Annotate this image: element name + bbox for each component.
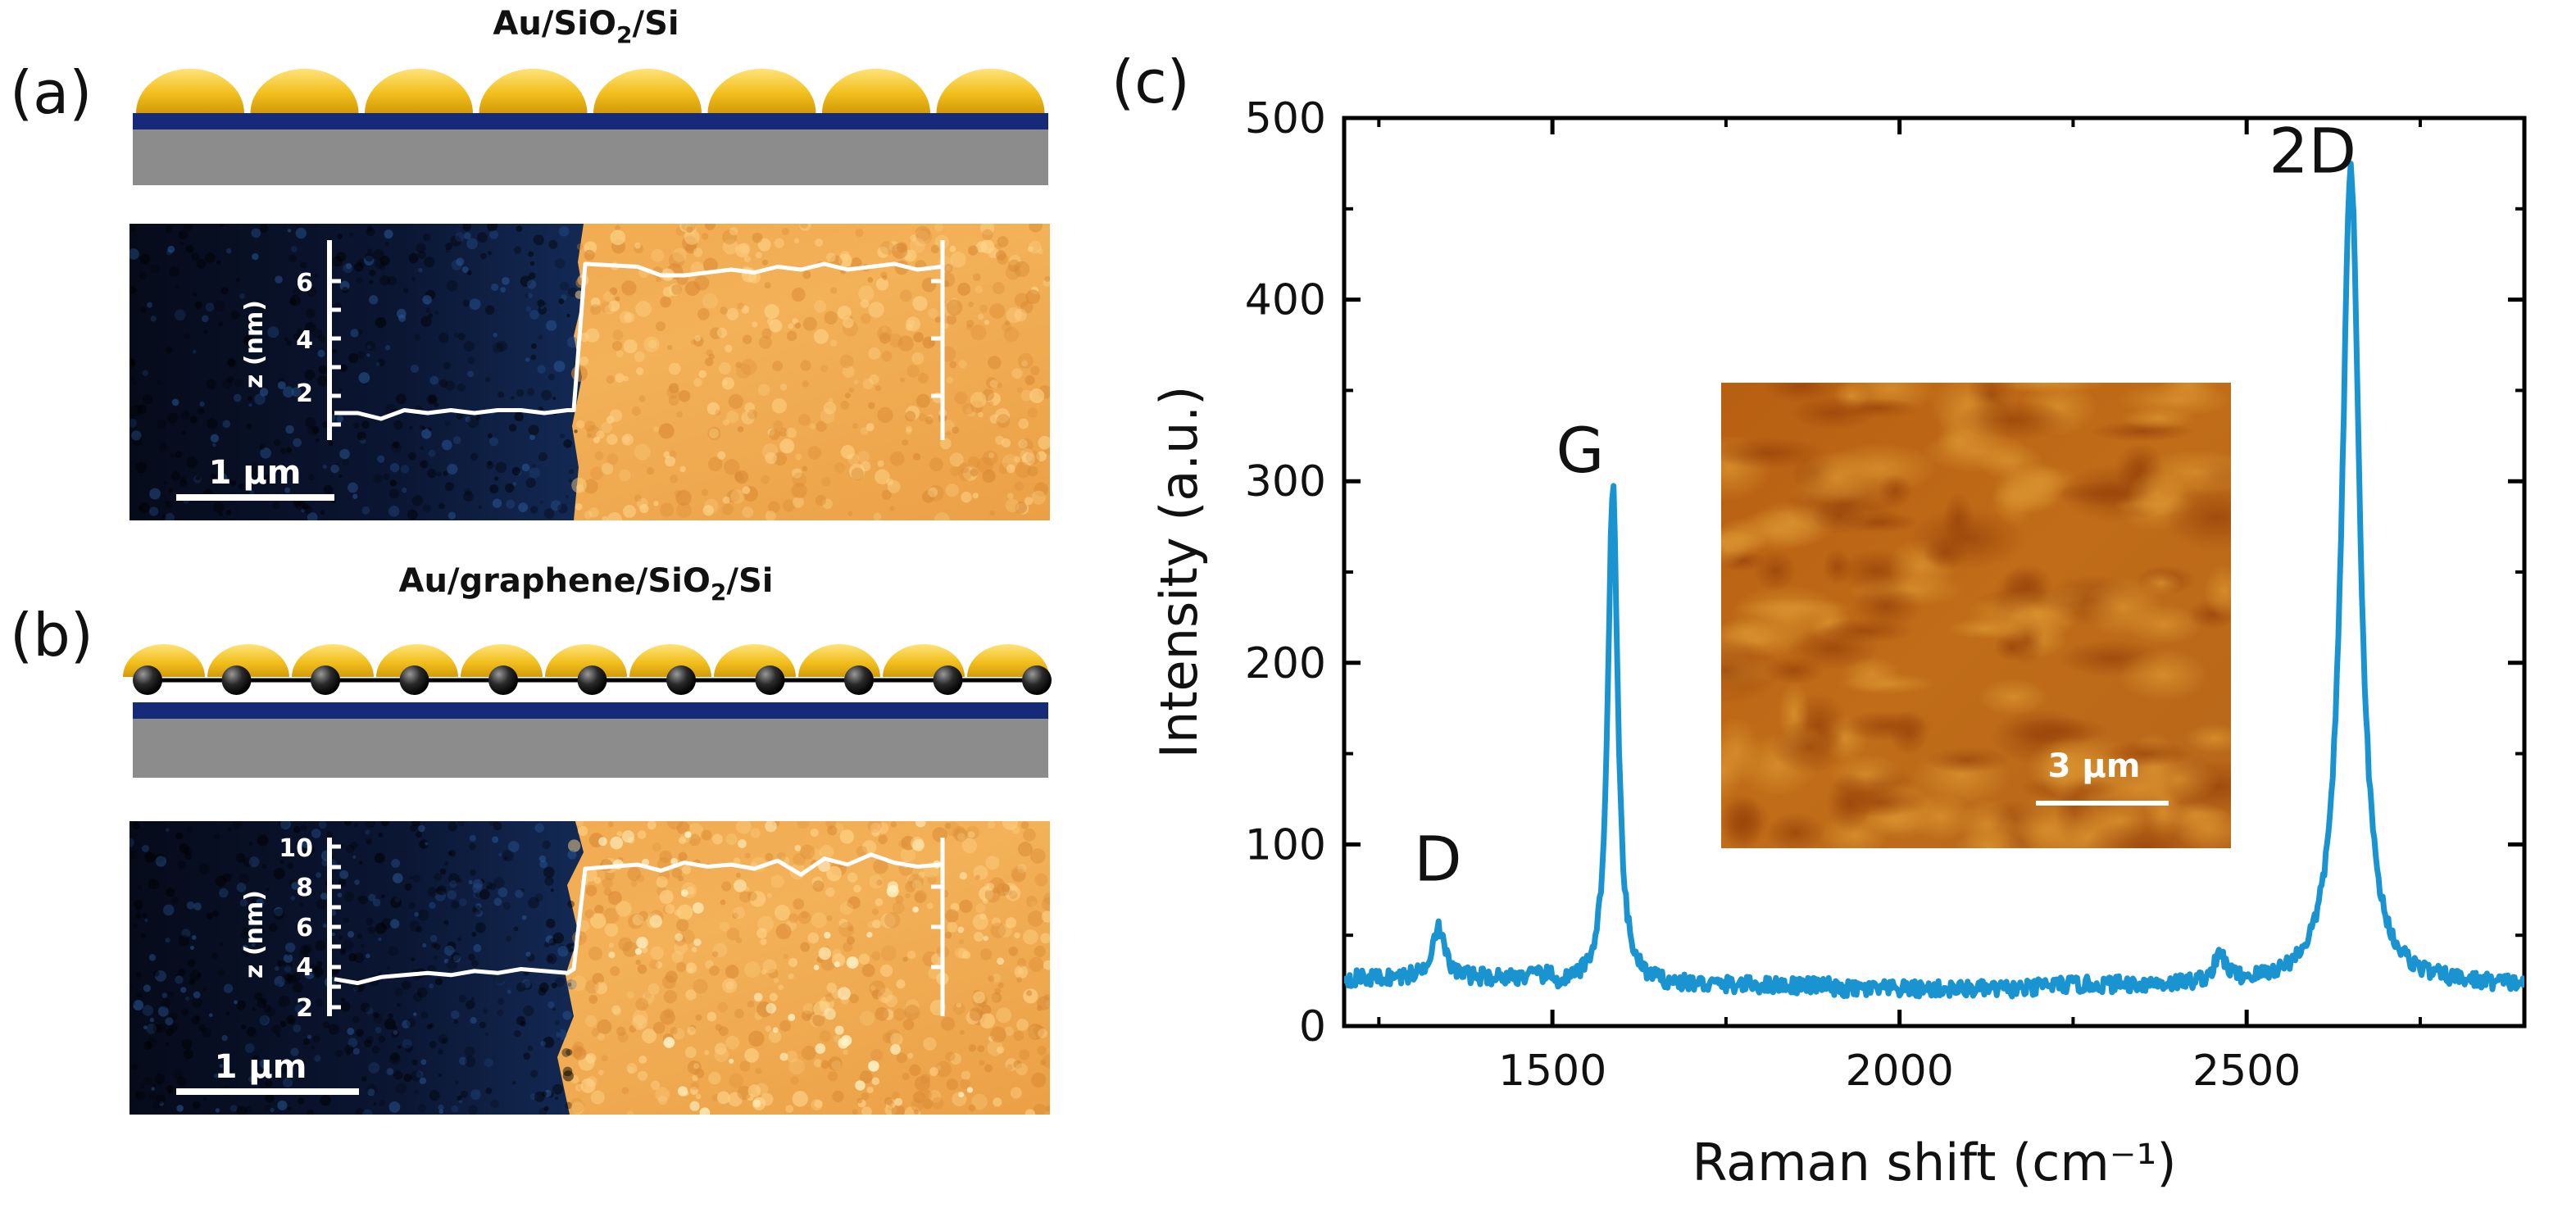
carbon-atom [577, 665, 607, 695]
peak-labels: D G 2D [1414, 114, 2356, 895]
carbon-atom [1022, 665, 1052, 695]
gold-dome [593, 68, 702, 113]
gold-dome [822, 68, 930, 113]
panel-a-label: (a) [10, 58, 92, 127]
inset-scale-label: 3 µm [2048, 747, 2141, 785]
carbon-atom [311, 665, 340, 695]
y-tick-label: 0 [1299, 1002, 1326, 1051]
y-tick-label: 300 [1245, 457, 1326, 506]
gold-dome [123, 644, 205, 677]
panel-c-label: (c) [1111, 48, 1190, 116]
scale-bar-b-label: 1 µm [215, 1048, 307, 1086]
peak-label-d: D [1414, 823, 1462, 896]
gold-dome [545, 644, 627, 677]
inset-afm-image [1721, 383, 2231, 848]
x-tick-label: 2000 [1845, 1047, 1953, 1096]
afm-a-ylabel: z (nm) [240, 300, 269, 388]
afm-a-tick-2: 2 [296, 379, 313, 408]
raman-spectrum-line [1344, 161, 2524, 1000]
y-tick-label: 500 [1245, 94, 1326, 143]
gold-dome [136, 68, 244, 113]
panel-b-title: Au/graphene/SiO2/Si [399, 562, 774, 606]
schematic-au-sio2-si [133, 68, 1048, 185]
gold-dome [707, 68, 816, 113]
carbon-atom [399, 665, 429, 695]
axis-ticks [1344, 116, 2524, 1029]
gold-dome [376, 644, 458, 677]
gold-dome [714, 644, 796, 677]
afm-a-tick-4: 4 [296, 326, 313, 355]
afm-b-tick-6: 6 [296, 914, 313, 942]
afm-b-tick-4: 4 [296, 953, 313, 982]
peak-label-2d: 2D [2269, 114, 2356, 187]
panel-a-title: Au/SiO2/Si [493, 5, 679, 48]
scale-bar-b: 1 µm [176, 1048, 359, 1095]
height-profile-b [334, 852, 942, 986]
afm-profile-a: 6 4 2 z (nm) [240, 240, 945, 440]
y-tick-label: 400 [1245, 276, 1326, 325]
carbon-atom [221, 665, 252, 695]
scale-bar-a: 1 µm [176, 454, 334, 501]
y-tick-label: 200 [1245, 639, 1326, 688]
scale-bar-a-label: 1 µm [209, 454, 302, 492]
raman-chart: 3 µm 1500 2000 2500 0 100 200 300 400 500 D G 2D R… [1149, 94, 2527, 1192]
carbon-atom [844, 665, 874, 695]
gold-dome [461, 644, 543, 677]
afm-profile-b: 10 8 6 4 2 z (nm) [240, 834, 945, 1023]
sio2-layer [133, 113, 1048, 129]
y-tick-label: 100 [1245, 820, 1326, 870]
x-tick-label: 1500 [1498, 1047, 1606, 1096]
height-profile-a [334, 261, 942, 421]
gold-dome [250, 68, 359, 113]
afm-b-tick-8: 8 [296, 874, 313, 902]
x-axis-label: Raman shift (cm⁻¹) [1692, 1133, 2176, 1192]
tick-labels: 1500 2000 2500 0 100 200 300 400 500 [1245, 94, 2301, 1096]
gold-nanoislands [136, 68, 1045, 113]
carbon-atom [133, 665, 162, 695]
si-substrate [133, 719, 1048, 778]
sio2-layer [133, 702, 1048, 719]
gold-dome [936, 68, 1045, 113]
x-tick-label: 2500 [2192, 1047, 2301, 1096]
gold-dome [292, 644, 374, 677]
graphene-atoms [133, 665, 1052, 695]
afm-image-a [129, 224, 1050, 520]
y-axis-label: Intensity (a.u.) [1149, 386, 1209, 759]
afm-a-tick-6: 6 [296, 269, 313, 297]
carbon-atom [755, 665, 785, 695]
afm-b-ylabel: z (nm) [240, 890, 269, 979]
peak-label-g: G [1556, 414, 1605, 487]
gold-dome [365, 68, 473, 113]
gold-dome [629, 644, 711, 677]
schematic-au-graphene-sio2-si [123, 644, 1052, 778]
carbon-atom [666, 665, 696, 695]
afm-b-tick-2: 2 [296, 994, 313, 1023]
panel-b-label: (b) [10, 601, 93, 670]
afm-b-tick-10: 10 [279, 834, 313, 863]
carbon-atom [933, 665, 963, 695]
carbon-atom [488, 665, 518, 695]
si-substrate [133, 129, 1048, 185]
gold-dome [479, 68, 588, 113]
inset-scale-bar: 3 µm [2036, 747, 2169, 806]
